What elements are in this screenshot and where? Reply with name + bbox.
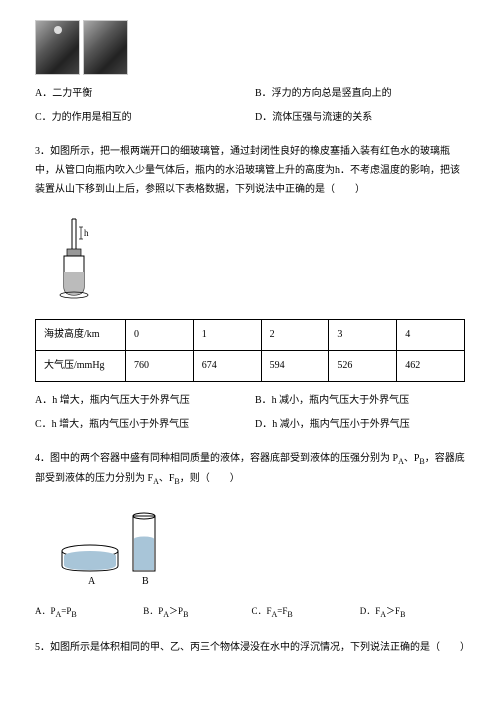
table-row2-label: 大气压/mmHg (36, 351, 126, 382)
q3-option-d: D．h 减小，瓶内气压小于外界气压 (255, 416, 465, 434)
table-cell: 1 (193, 320, 261, 351)
table-cell: 2 (261, 320, 329, 351)
table-cell: 526 (329, 351, 397, 382)
physics-image-2 (83, 20, 128, 75)
option-b: B．浮力的方向总是竖直向上的 (255, 85, 465, 103)
q4-option-c: C．FA=FB (252, 603, 357, 622)
table-cell: 462 (397, 351, 465, 382)
table-cell: 0 (126, 320, 194, 351)
table-cell: 674 (193, 351, 261, 382)
flask-diagram: h (50, 217, 105, 302)
table-cell: 760 (126, 351, 194, 382)
q4-option-d: D．FA＞FB (360, 603, 465, 622)
table-cell: 594 (261, 351, 329, 382)
q4-options: A．PA=PB B．PA＞PB C．FA=FB D．FA＞FB (35, 603, 465, 622)
q3-option-a: A．h 增大，瓶内气压大于外界气压 (35, 392, 245, 410)
option-c: C．力的作用是相互的 (35, 109, 245, 127)
q3-table: 海拔高度/km 0 1 2 3 4 大气压/mmHg 760 674 594 5… (35, 319, 465, 382)
q4-text: 4．图中的两个容器中盛有同种相同质量的液体，容器底部受到液体的压强分别为 PA、… (35, 449, 465, 489)
svg-text:B: B (142, 576, 149, 586)
svg-text:h: h (84, 228, 89, 238)
svg-text:A: A (88, 576, 96, 586)
physics-image-1 (35, 20, 80, 75)
option-d: D．流体压强与流速的关系 (255, 109, 465, 127)
q4-option-b: B．PA＞PB (143, 603, 248, 622)
option-a: A．二力平衡 (35, 85, 245, 103)
options-prev-question: A．二力平衡 B．浮力的方向总是竖直向上的 C．力的作用是相互的 D．流体压强与… (35, 85, 465, 127)
q3-options: A．h 增大，瓶内气压大于外界气压 B．h 减小，瓶内气压大于外界气压 C．h … (35, 392, 465, 434)
ball-icon (54, 26, 62, 34)
table-cell: 3 (329, 320, 397, 351)
q4-option-a: A．PA=PB (35, 603, 140, 622)
table-cell: 4 (397, 320, 465, 351)
q3-option-b: B．h 减小，瓶内气压大于外界气压 (255, 392, 465, 410)
q3-text: 3．如图所示，把一根两端开口的细玻璃管，通过封闭性良好的橡皮塞插入装有红色水的玻… (35, 142, 465, 199)
q5-text: 5．如图所示是体积相同的甲、乙、丙三个物体浸没在水中的浮沉情况，下列说法正确的是… (35, 638, 465, 657)
top-images (35, 20, 465, 75)
container-diagram: A B (60, 511, 180, 586)
q3-option-c: C．h 增大，瓶内气压小于外界气压 (35, 416, 245, 434)
table-row1-label: 海拔高度/km (36, 320, 126, 351)
